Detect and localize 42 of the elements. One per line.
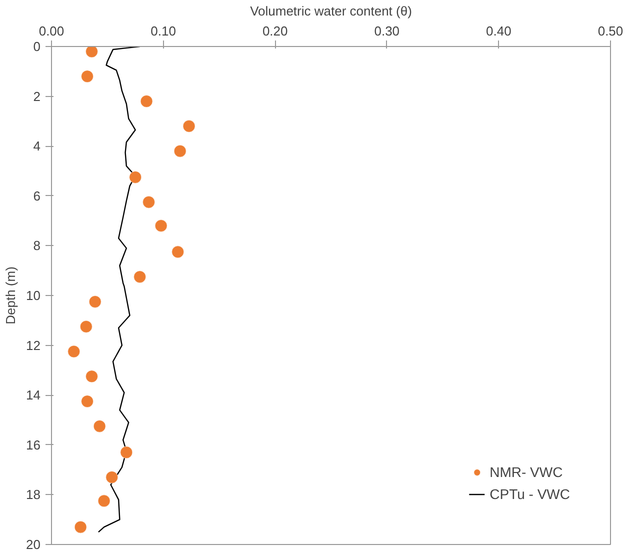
point (140, 95, 153, 108)
point (120, 446, 133, 459)
line-series (98, 46, 140, 533)
point (129, 170, 142, 184)
y-tick-label: 20 (26, 537, 41, 552)
legend-label: CPTu - VWC (490, 486, 570, 502)
point (154, 220, 168, 232)
y-tick-label: 0 (33, 39, 41, 54)
legend-label: NMR- VWC (490, 464, 563, 480)
y-tick-label: 8 (33, 238, 41, 254)
point (68, 345, 80, 358)
x-tick-label: 0.00 (38, 24, 64, 38)
y-tick-label: 12 (26, 338, 41, 353)
point (172, 246, 184, 258)
point (88, 295, 102, 308)
y-tick-label: 6 (33, 188, 41, 204)
point (174, 144, 186, 158)
x-tick-label: 0.10 (150, 24, 176, 38)
point (106, 471, 118, 484)
y-tick-label: 18 (26, 487, 41, 502)
x-tick-label: 0.20 (262, 24, 288, 38)
x-tick-label: 0.40 (486, 24, 512, 38)
point (81, 395, 94, 408)
x-axis-title: Volumetric water content (θ) (250, 4, 412, 18)
point (93, 420, 106, 432)
y-tick-label: 14 (26, 388, 41, 403)
point (86, 46, 98, 58)
x-tick-label: 0.30 (374, 24, 400, 38)
point (80, 320, 92, 333)
y-axis-title: Depth (m) (3, 266, 18, 324)
point (182, 120, 196, 132)
x-tick-label: 0.50 (598, 24, 624, 38)
y-tick-label: 10 (26, 288, 41, 303)
point (98, 494, 110, 508)
point (81, 70, 94, 83)
y-tick-label: 16 (26, 437, 41, 452)
point (134, 270, 146, 284)
y-tick-label: 2 (33, 88, 41, 104)
point (74, 520, 87, 534)
point (86, 370, 98, 383)
point (142, 196, 156, 208)
y-tick-label: 4 (33, 138, 41, 154)
